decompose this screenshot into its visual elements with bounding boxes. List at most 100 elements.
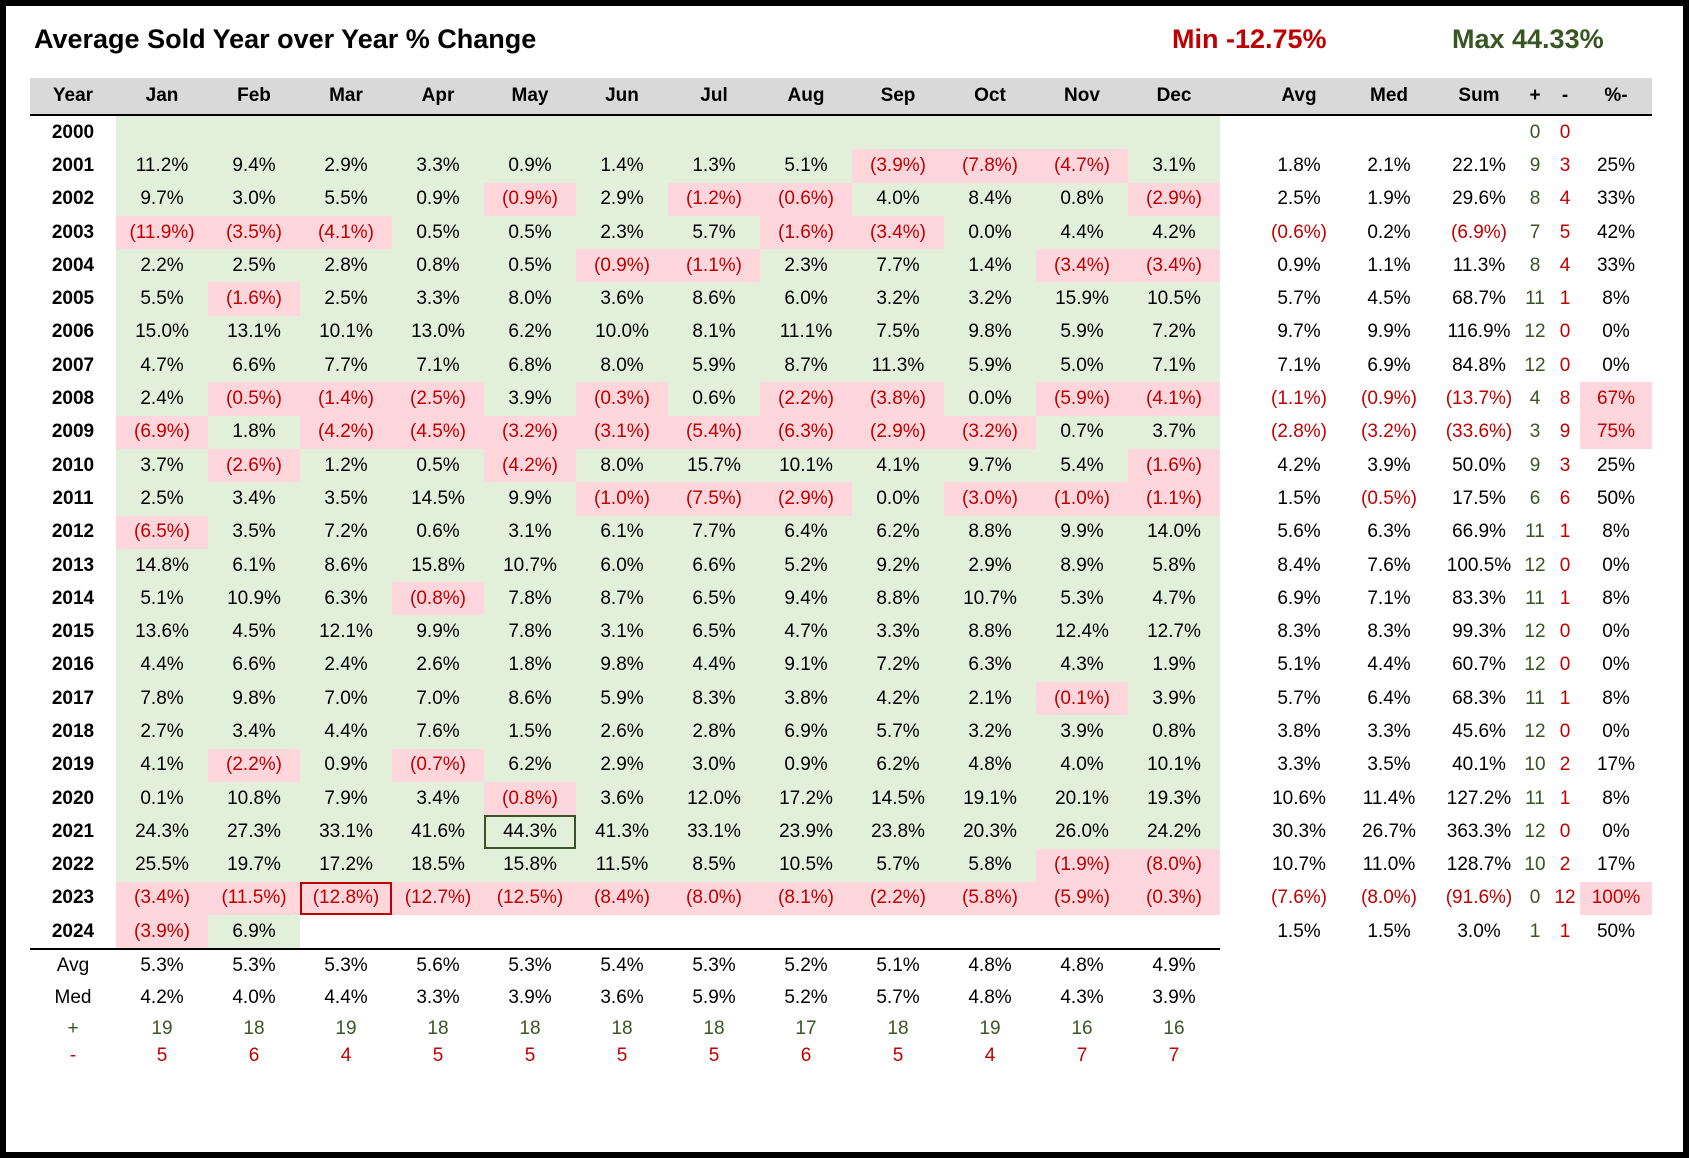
row-avg: (7.6%) (1271, 887, 1327, 909)
summary-nov: 7 (1076, 1045, 1088, 1067)
data-cell-nov: 5.9% (1036, 315, 1128, 350)
summary-feb: 6 (248, 1045, 260, 1067)
data-cell-apr: 0.9% (392, 182, 484, 216)
summary-aug: 5.2% (784, 987, 828, 1009)
row-pct-negative: 50% (1596, 487, 1636, 509)
year-label: 2002 (51, 188, 95, 210)
data-cell-dec (1128, 915, 1220, 948)
data-cell-may: 8.0% (484, 282, 576, 316)
year-label: 2007 (51, 354, 95, 376)
header-nov: Nov (1036, 78, 1128, 116)
column-spacer (1220, 349, 1258, 382)
data-cell-jul: 6.5% (668, 615, 760, 649)
row-sum: 45.6% (1452, 720, 1506, 742)
data-cell-may: 15.8% (484, 848, 576, 882)
data-cell-dec: (0.3%) (1128, 881, 1220, 916)
data-cell-aug (760, 116, 852, 150)
data-cell-feb: 6.6% (208, 648, 300, 683)
row-plus-count: 4 (1529, 388, 1541, 410)
summary-jan: 5 (156, 1045, 168, 1067)
data-cell-jan (116, 116, 208, 150)
data-cell-mar (300, 915, 392, 948)
data-cell-mar: 7.2% (300, 515, 392, 549)
row-minus-count: 0 (1559, 720, 1571, 742)
row-pct-negative (1580, 116, 1652, 149)
data-cell-jun: 6.1% (576, 515, 668, 549)
data-cell-jul: 7.7% (668, 515, 760, 549)
row-plus-count: 7 (1529, 221, 1541, 243)
data-cell-apr: 7.1% (392, 349, 484, 383)
header-aug: Aug (760, 78, 852, 116)
summary-filler (1340, 982, 1438, 1015)
data-cell-sep: 23.8% (852, 815, 944, 849)
row-minus-count: 0 (1559, 554, 1571, 576)
data-cell-nov: (3.4%) (1036, 249, 1128, 283)
data-cell-sep: 6.2% (852, 515, 944, 549)
data-cell-nov: (1.0%) (1036, 482, 1128, 516)
data-cell-jan: 7.8% (116, 682, 208, 716)
column-spacer (1220, 882, 1258, 915)
data-cell-feb (208, 116, 300, 150)
summary-filler (1438, 1015, 1520, 1043)
data-cell-jul: 0.6% (668, 382, 760, 416)
data-cell-jan: 14.8% (116, 548, 208, 583)
summary-label: - (69, 1045, 77, 1067)
row-pct-negative: 17% (1596, 754, 1636, 776)
row-med: 6.4% (1367, 687, 1411, 709)
summary-jan: 5.3% (116, 948, 208, 981)
year-label: 2010 (51, 454, 95, 476)
data-cell-feb: 6.1% (208, 548, 300, 583)
data-cell-nov: 12.4% (1036, 615, 1128, 649)
header-dec: Dec (1128, 78, 1220, 116)
data-cell-aug: 23.9% (760, 815, 852, 849)
data-cell-nov: 3.9% (1036, 715, 1128, 749)
row-plus-count: 12 (1524, 354, 1546, 376)
data-cell-feb: (3.5%) (208, 215, 300, 250)
row-sum: 99.3% (1452, 621, 1506, 643)
row-avg: 4.2% (1277, 454, 1321, 476)
header-apr: Apr (392, 78, 484, 116)
data-cell-jun: (0.3%) (576, 382, 668, 416)
year-label: 2018 (51, 720, 95, 742)
data-cell-jul (668, 116, 760, 150)
data-cell-aug: 2.3% (760, 249, 852, 283)
data-cell-jun: 2.9% (576, 748, 668, 782)
data-cell-jan: 9.7% (116, 182, 208, 216)
data-cell-feb: 2.5% (208, 249, 300, 283)
data-cell-oct: 3.2% (944, 282, 1036, 316)
data-cell-sep: 11.3% (852, 349, 944, 383)
data-cell-may: 7.8% (484, 615, 576, 649)
row-med: (8.0%) (1361, 887, 1417, 909)
data-cell-oct (944, 116, 1036, 150)
summary-filler (1550, 948, 1580, 981)
data-cell-apr: 13.0% (392, 315, 484, 350)
data-cell-jan: 2.7% (116, 715, 208, 749)
row-plus-count: 10 (1524, 854, 1546, 876)
data-cell-mar: 8.6% (300, 548, 392, 583)
data-cell-jun: 10.0% (576, 315, 668, 350)
data-cell-feb: 3.4% (208, 482, 300, 516)
header-feb: Feb (208, 78, 300, 116)
summary-nov: 4.3% (1060, 987, 1104, 1009)
data-cell-jul: 5.7% (668, 215, 760, 250)
column-spacer (1220, 216, 1258, 249)
data-cell-apr: 7.6% (392, 715, 484, 749)
data-cell-jun (576, 116, 668, 150)
year-label: 2011 (52, 487, 94, 509)
summary-filler (1258, 1043, 1340, 1069)
data-cell-oct: 0.0% (944, 382, 1036, 416)
row-sum: 3.0% (1457, 920, 1501, 942)
summary-oct: 4.8% (968, 987, 1012, 1009)
summary-sep: 18 (887, 1018, 909, 1040)
data-cell-feb: 4.5% (208, 615, 300, 649)
data-cell-jan: 11.2% (116, 149, 208, 183)
row-plus-count: 11 (1525, 587, 1545, 609)
row-sum: 60.7% (1452, 654, 1506, 676)
data-cell-jun: 2.3% (576, 215, 668, 250)
data-cell-dec: 5.8% (1128, 548, 1220, 583)
data-cell-jan: 2.4% (116, 382, 208, 416)
data-cell-jul: 8.6% (668, 282, 760, 316)
column-spacer (1220, 582, 1258, 615)
data-cell-jan: 24.3% (116, 815, 208, 849)
row-med: 26.7% (1362, 820, 1416, 842)
